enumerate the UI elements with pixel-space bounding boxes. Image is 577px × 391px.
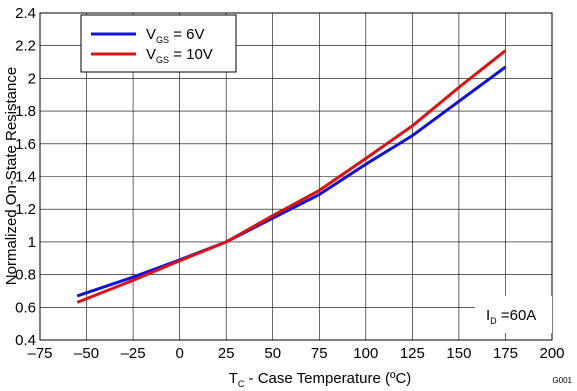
figure-id: G001 [552, 376, 572, 385]
x-tick-label: 50 [264, 345, 281, 362]
y-tick-label: 1.6 [15, 136, 36, 153]
x-tick-label: 0 [175, 345, 183, 362]
x-tick-label: –75 [27, 345, 52, 362]
y-tick-label: 1.8 [15, 103, 36, 120]
tick-labels: –75 –50 –25 0 25 50 75 100 125 150 175 200 0.4 0.6 0.8… [15, 5, 564, 362]
x-tick-label: –50 [74, 345, 99, 362]
y-tick-label: 1.2 [15, 201, 36, 218]
grid-lines [40, 13, 552, 340]
series-lines [76, 49, 507, 304]
x-tick-label: 150 [446, 345, 471, 362]
x-tick-label: 125 [400, 345, 425, 362]
y-tick-label: 0.8 [15, 267, 36, 284]
annotation-box [475, 296, 552, 333]
y-axis-title: Normalized On-State Resistance [3, 67, 20, 285]
x-tick-label: 75 [311, 345, 328, 362]
legend-label: VGS = 6V [146, 26, 204, 45]
legend-box [80, 14, 237, 73]
x-axis-title: TC - Case Temperature (ºC) [229, 370, 412, 389]
x-tick-label: 200 [539, 345, 564, 362]
x-tick-label: 25 [218, 345, 235, 362]
x-tick-label: 175 [493, 345, 518, 362]
series-line-vgs-10v [76, 49, 507, 304]
x-tick-label: –25 [121, 345, 146, 362]
y-tick-label: 2 [28, 70, 36, 87]
annotation-text: ID =60A [486, 307, 536, 326]
legend-label: VGS = 10V [146, 46, 213, 65]
y-tick-label: 1 [28, 234, 36, 251]
plot-area-frame [39, 12, 553, 341]
series-line-vgs-6v [76, 65, 507, 298]
y-tick-label: 2.2 [15, 38, 36, 55]
y-tick-label: 0.6 [15, 299, 36, 316]
y-tick-label: 0.4 [15, 332, 36, 349]
y-tick-label: 2.4 [15, 5, 36, 22]
x-tick-label: 100 [353, 345, 378, 362]
y-tick-label: 1.4 [15, 169, 36, 186]
